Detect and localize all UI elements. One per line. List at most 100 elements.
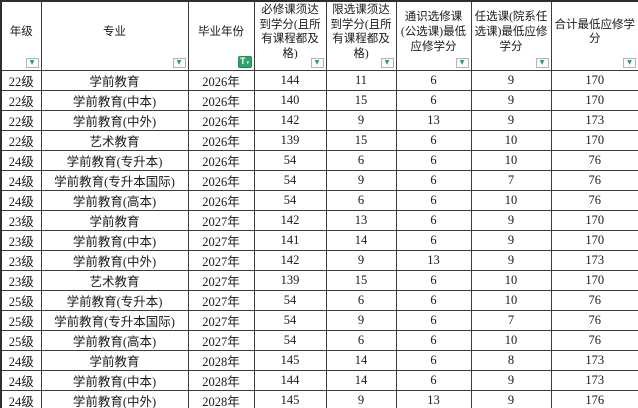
cell-optional-course-credits[interactable]: 9 — [470, 89, 552, 111]
cell-limited-elective-credits[interactable]: 9 — [325, 389, 397, 408]
cell-general-elective-credits[interactable]: 6 — [395, 129, 472, 151]
cell-limited-elective-credits[interactable]: 6 — [325, 289, 397, 311]
cell-general-elective-credits[interactable]: 6 — [395, 209, 472, 231]
cell-required-credits[interactable]: 139 — [253, 269, 327, 291]
cell-limited-elective-credits[interactable]: 15 — [325, 89, 397, 111]
cell-grade[interactable]: 22级 — [0, 69, 42, 91]
cell-required-credits[interactable]: 54 — [253, 169, 327, 191]
cell-grade[interactable]: 24级 — [0, 389, 42, 408]
cell-optional-course-credits[interactable]: 10 — [470, 189, 552, 211]
cell-graduation-year[interactable]: 2027年 — [187, 329, 255, 351]
cell-general-elective-credits[interactable]: 6 — [395, 289, 472, 311]
cell-graduation-year[interactable]: 2026年 — [187, 129, 255, 151]
cell-required-credits[interactable]: 140 — [253, 89, 327, 111]
cell-general-elective-credits[interactable]: 6 — [395, 149, 472, 171]
filter-dropdown-icon[interactable]: ▼ — [25, 57, 39, 68]
cell-major[interactable]: 学前教育(中外) — [40, 249, 189, 271]
cell-grade[interactable]: 25级 — [0, 329, 42, 351]
cell-required-credits[interactable]: 54 — [253, 289, 327, 311]
cell-graduation-year[interactable]: 2028年 — [187, 389, 255, 408]
cell-grade[interactable]: 23级 — [0, 209, 42, 231]
cell-graduation-year[interactable]: 2026年 — [187, 89, 255, 111]
cell-general-elective-credits[interactable]: 6 — [395, 169, 472, 191]
cell-grade[interactable]: 22级 — [0, 89, 42, 111]
cell-general-elective-credits[interactable]: 6 — [395, 329, 472, 351]
cell-grade[interactable]: 23级 — [0, 249, 42, 271]
cell-required-credits[interactable]: 139 — [253, 129, 327, 151]
filter-dropdown-icon[interactable]: ▼ — [310, 57, 324, 68]
cell-grade[interactable]: 23级 — [0, 229, 42, 251]
cell-total-min-credits[interactable]: 76 — [550, 189, 638, 211]
cell-required-credits[interactable]: 142 — [253, 249, 327, 271]
cell-total-min-credits[interactable]: 173 — [550, 109, 638, 131]
cell-general-elective-credits[interactable]: 6 — [395, 69, 472, 91]
cell-total-min-credits[interactable]: 170 — [550, 229, 638, 251]
cell-graduation-year[interactable]: 2027年 — [187, 209, 255, 231]
cell-graduation-year[interactable]: 2026年 — [187, 109, 255, 131]
cell-grade[interactable]: 24级 — [0, 189, 42, 211]
cell-limited-elective-credits[interactable]: 15 — [325, 129, 397, 151]
cell-optional-course-credits[interactable]: 10 — [470, 269, 552, 291]
cell-graduation-year[interactable]: 2028年 — [187, 349, 255, 371]
cell-grade[interactable]: 22级 — [0, 109, 42, 131]
cell-optional-course-credits[interactable]: 9 — [470, 209, 552, 231]
cell-total-min-credits[interactable]: 76 — [550, 309, 638, 331]
cell-optional-course-credits[interactable]: 9 — [470, 109, 552, 131]
cell-optional-course-credits[interactable]: 9 — [470, 229, 552, 251]
cell-total-min-credits[interactable]: 170 — [550, 209, 638, 231]
cell-major[interactable]: 学前教育(中本) — [40, 229, 189, 251]
cell-limited-elective-credits[interactable]: 6 — [325, 329, 397, 351]
cell-major[interactable]: 学前教育(专升本) — [40, 149, 189, 171]
cell-optional-course-credits[interactable]: 9 — [470, 249, 552, 271]
cell-optional-course-credits[interactable]: 10 — [470, 129, 552, 151]
cell-required-credits[interactable]: 54 — [253, 149, 327, 171]
cell-limited-elective-credits[interactable]: 13 — [325, 209, 397, 231]
cell-general-elective-credits[interactable]: 6 — [395, 269, 472, 291]
cell-graduation-year[interactable]: 2027年 — [187, 309, 255, 331]
filter-dropdown-icon[interactable]: ▼ — [535, 57, 549, 68]
cell-general-elective-credits[interactable]: 6 — [395, 369, 472, 391]
filter-dropdown-icon[interactable]: ▼ — [623, 57, 636, 68]
cell-graduation-year[interactable]: 2027年 — [187, 249, 255, 271]
cell-limited-elective-credits[interactable]: 14 — [325, 369, 397, 391]
cell-grade[interactable]: 24级 — [0, 149, 42, 171]
cell-major[interactable]: 学前教育(中外) — [40, 109, 189, 131]
cell-total-min-credits[interactable]: 173 — [550, 349, 638, 371]
cell-total-min-credits[interactable]: 76 — [550, 329, 638, 351]
cell-total-min-credits[interactable]: 173 — [550, 369, 638, 391]
cell-general-elective-credits[interactable]: 6 — [395, 309, 472, 331]
cell-general-elective-credits[interactable]: 13 — [395, 389, 472, 408]
cell-major[interactable]: 艺术教育 — [40, 269, 189, 291]
cell-general-elective-credits[interactable]: 6 — [395, 349, 472, 371]
cell-optional-course-credits[interactable]: 8 — [470, 349, 552, 371]
cell-optional-course-credits[interactable]: 7 — [470, 169, 552, 191]
cell-total-min-credits[interactable]: 76 — [550, 169, 638, 191]
cell-optional-course-credits[interactable]: 9 — [470, 369, 552, 391]
cell-major[interactable]: 学前教育(专升本国际) — [40, 309, 189, 331]
cell-limited-elective-credits[interactable]: 15 — [325, 269, 397, 291]
cell-graduation-year[interactable]: 2026年 — [187, 149, 255, 171]
cell-major[interactable]: 学前教育(中外) — [40, 389, 189, 408]
cell-grade[interactable]: 22级 — [0, 129, 42, 151]
cell-grade[interactable]: 24级 — [0, 169, 42, 191]
cell-general-elective-credits[interactable]: 13 — [395, 249, 472, 271]
cell-total-min-credits[interactable]: 173 — [550, 249, 638, 271]
cell-required-credits[interactable]: 141 — [253, 229, 327, 251]
cell-total-min-credits[interactable]: 176 — [550, 389, 638, 408]
cell-required-credits[interactable]: 145 — [253, 349, 327, 371]
cell-limited-elective-credits[interactable]: 6 — [325, 149, 397, 171]
cell-major[interactable]: 学前教育(中本) — [40, 369, 189, 391]
cell-total-min-credits[interactable]: 76 — [550, 149, 638, 171]
cell-optional-course-credits[interactable]: 7 — [470, 309, 552, 331]
cell-graduation-year[interactable]: 2026年 — [187, 69, 255, 91]
cell-required-credits[interactable]: 144 — [253, 369, 327, 391]
cell-grade[interactable]: 25级 — [0, 289, 42, 311]
filter-dropdown-icon[interactable]: ▼ — [172, 57, 186, 68]
cell-limited-elective-credits[interactable]: 9 — [325, 109, 397, 131]
cell-major[interactable]: 学前教育(高本) — [40, 189, 189, 211]
cell-major[interactable]: 学前教育(专升本国际) — [40, 169, 189, 191]
cell-general-elective-credits[interactable]: 13 — [395, 109, 472, 131]
cell-total-min-credits[interactable]: 170 — [550, 129, 638, 151]
filter-dropdown-icon[interactable]: ▼ — [455, 57, 469, 68]
cell-total-min-credits[interactable]: 76 — [550, 289, 638, 311]
